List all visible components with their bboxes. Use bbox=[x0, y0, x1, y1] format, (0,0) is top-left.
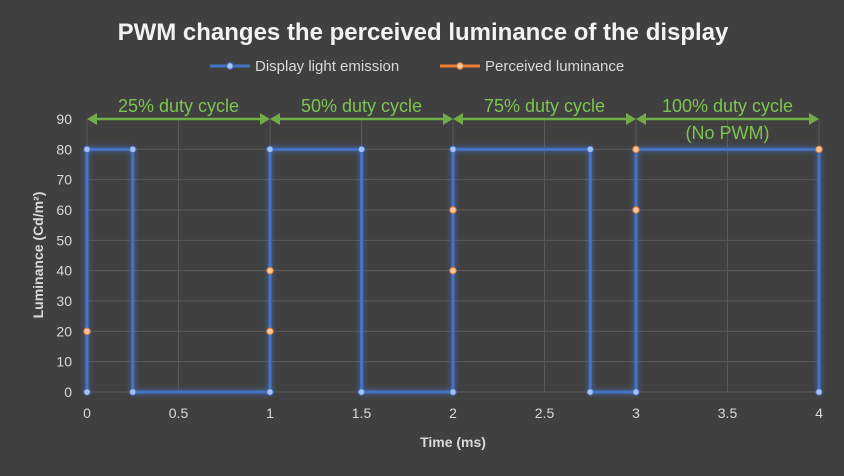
display-light-emission-point bbox=[449, 388, 457, 396]
x-axis-title: Time (ms) bbox=[420, 434, 486, 450]
arrow-head-left bbox=[87, 113, 97, 125]
arrow-head-right bbox=[626, 113, 636, 125]
display-light-emission-point bbox=[815, 388, 823, 396]
y-tick-label: 90 bbox=[56, 111, 72, 127]
duty-cycle-label: 50% duty cycle bbox=[301, 96, 422, 116]
plot-area bbox=[83, 145, 823, 396]
legend-swatch-marker bbox=[226, 62, 234, 70]
display-light-emission-point bbox=[632, 388, 640, 396]
display-light-emission-line bbox=[85, 147, 821, 394]
y-axis-title: Luminance (Cd/m²) bbox=[30, 192, 46, 319]
y-tick-label: 60 bbox=[56, 202, 72, 218]
arrow-head-left bbox=[636, 113, 646, 125]
display-light-emission-point bbox=[266, 388, 274, 396]
display-light-emission-point bbox=[129, 145, 137, 154]
duty-cycle-annotations: 25% duty cycle 50% duty cycle 75% duty cyc… bbox=[87, 96, 819, 143]
y-tick-label: 50 bbox=[56, 232, 72, 248]
x-tick-label: 3 bbox=[632, 405, 640, 421]
display-light-emission-point bbox=[83, 388, 91, 396]
y-tick-label: 10 bbox=[56, 354, 72, 370]
perceived-luminance-point bbox=[83, 327, 91, 336]
x-tick-label: 4 bbox=[815, 405, 823, 421]
x-axis-ticks: 0 0.5 1 1.5 2 2.5 3 3.5 4 bbox=[83, 405, 823, 421]
y-tick-label: 70 bbox=[56, 172, 72, 188]
duty-cycle-label: (No PWM) bbox=[686, 123, 770, 143]
y-tick-label: 20 bbox=[56, 323, 72, 339]
perceived-luminance-point bbox=[449, 266, 457, 275]
perceived-luminance-point bbox=[266, 266, 274, 275]
y-tick-label: 0 bbox=[64, 384, 72, 400]
arrow-head-left bbox=[453, 113, 463, 125]
perceived-luminance-point bbox=[632, 206, 640, 214]
arrow-head-right bbox=[443, 113, 453, 125]
display-light-emission-point bbox=[357, 145, 366, 154]
arrow-head-left bbox=[270, 113, 280, 125]
legend: Display light emission Perceived luminanc… bbox=[210, 58, 624, 75]
display-light-emission-point bbox=[357, 388, 366, 396]
x-tick-label: 0.5 bbox=[169, 405, 189, 421]
perceived-luminance-point bbox=[632, 145, 640, 154]
display-light-emission-point bbox=[449, 145, 457, 154]
x-tick-label: 0 bbox=[83, 405, 91, 421]
perceived-luminance-point bbox=[449, 206, 457, 214]
perceived-luminance-point bbox=[815, 145, 823, 154]
arrow-head-right bbox=[260, 113, 270, 125]
x-tick-label: 2 bbox=[449, 405, 457, 421]
display-light-emission-point bbox=[266, 145, 274, 154]
y-tick-label: 30 bbox=[56, 293, 72, 309]
duty-cycle-label: 100% duty cycle bbox=[662, 96, 793, 116]
duty-cycle-label: 25% duty cycle bbox=[118, 96, 239, 116]
x-tick-label: 1 bbox=[266, 405, 274, 421]
display-light-emission-point bbox=[129, 388, 137, 396]
x-tick-label: 1.5 bbox=[352, 405, 372, 421]
arrow-head-right bbox=[809, 113, 819, 125]
y-tick-label: 40 bbox=[56, 263, 72, 279]
x-tick-label: 2.5 bbox=[535, 405, 555, 421]
display-light-emission-point bbox=[586, 388, 594, 396]
y-tick-label: 80 bbox=[56, 141, 72, 157]
legend-label: Perceived luminance bbox=[485, 58, 624, 75]
duty-cycle-label: 75% duty cycle bbox=[484, 96, 605, 116]
chart-title: PWM changes the perceived luminance of t… bbox=[118, 19, 729, 46]
x-tick-label: 3.5 bbox=[718, 405, 738, 421]
display-light-emission-point bbox=[586, 145, 594, 154]
legend-swatch-marker bbox=[456, 62, 464, 70]
perceived-luminance-point bbox=[266, 327, 274, 336]
y-axis-ticks: 0 10 20 30 40 50 60 70 80 90 bbox=[56, 111, 72, 400]
display-light-emission-point bbox=[83, 145, 91, 154]
legend-label: Display light emission bbox=[255, 58, 399, 75]
